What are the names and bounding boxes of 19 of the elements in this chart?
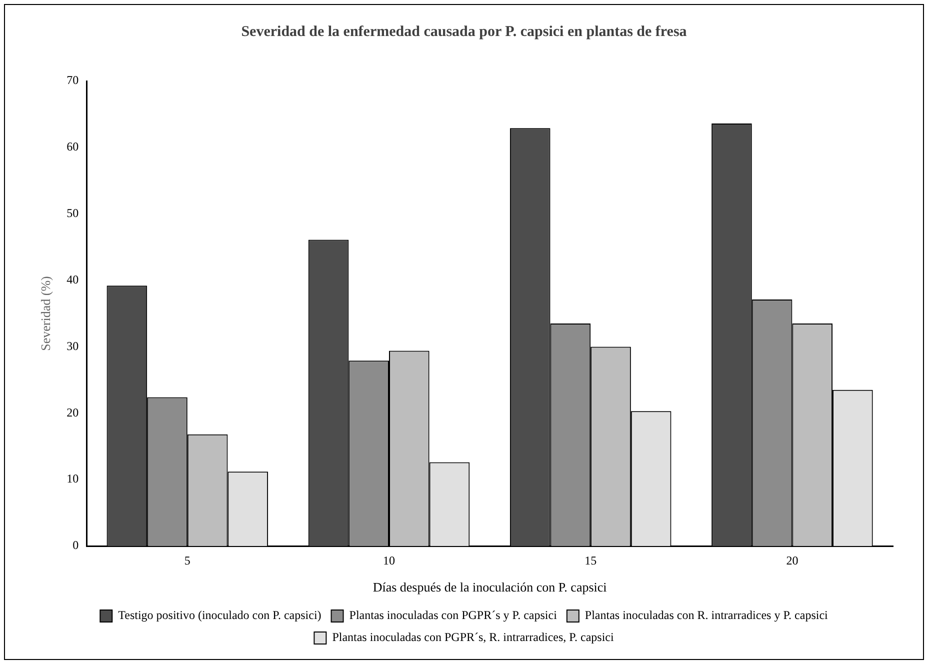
x-tick-label: 15 bbox=[584, 553, 597, 568]
x-tick-label: 10 bbox=[383, 553, 395, 568]
legend-label: Plantas inoculadas con R. intrarradices y P. capsici bbox=[584, 608, 829, 622]
x-axis-title: Días después de la inoculación con P. capsici bbox=[372, 580, 608, 595]
x-tick-label: 20 bbox=[786, 553, 798, 568]
y-tick-label: 40 bbox=[66, 272, 79, 286]
x-tick-label: 5 bbox=[184, 553, 190, 568]
y-tick-label: 70 bbox=[66, 73, 79, 88]
y-tick-label: 50 bbox=[66, 206, 79, 220]
y-axis-title: Severidad (%) bbox=[38, 276, 54, 351]
y-tick-label: 0 bbox=[72, 538, 79, 552]
legend-label: Plantas inoculadas con PGPR´s, R. intrarradices, P. capsici bbox=[332, 630, 614, 644]
y-tick-label: 20 bbox=[66, 405, 79, 420]
chart-title: Severidad de la enfermedad causada por P. capsici en plantas de fresa bbox=[241, 24, 688, 40]
y-tick-label: 30 bbox=[66, 338, 79, 353]
legend-label: Testigo positivo (inoculado con P. capsici) bbox=[118, 608, 322, 622]
y-tick-label: 10 bbox=[66, 472, 79, 486]
legend-label: Plantas inoculadas con PGPR´s y P. capsici bbox=[349, 608, 558, 622]
y-tick-label: 60 bbox=[66, 140, 79, 154]
